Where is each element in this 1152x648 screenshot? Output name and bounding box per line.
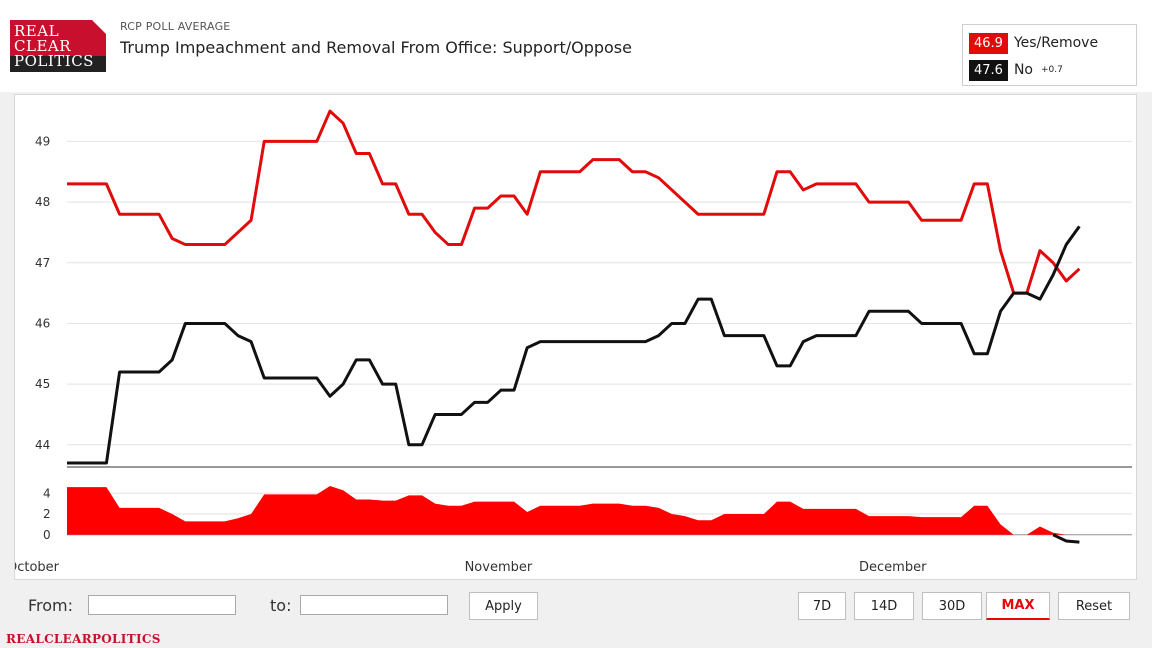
legend-item-yes: 46.9 Yes/Remove [969, 31, 1098, 55]
poll-average-eyebrow: RCP POLL AVERAGE [120, 20, 231, 33]
from-date-input[interactable] [88, 595, 236, 615]
spread-area [67, 486, 1080, 535]
chart-title: Trump Impeachment and Removal From Offic… [120, 38, 632, 57]
spread-tick-label: 2 [43, 507, 51, 521]
spread-tick-label: 4 [43, 486, 51, 500]
x-tick-label-october: October [15, 560, 60, 575]
rcp-logo[interactable]: REAL CLEAR POLITICS [10, 20, 106, 72]
y-tick-label: 46 [35, 316, 50, 330]
legend-label-yes: Yes/Remove [1013, 35, 1099, 51]
range-max-button[interactable]: MAX [986, 592, 1050, 620]
logo-line-2: CLEAR [14, 37, 72, 55]
date-controls: From: to: Apply 7D 14D 30D MAX Reset [14, 586, 1137, 626]
spread-negative-line [1052, 533, 1080, 544]
x-tick-label-december: December [859, 560, 927, 575]
y-tick-label: 48 [35, 195, 50, 209]
logo-line-3: POLITICS [14, 52, 94, 70]
y-tick-label: 47 [35, 256, 50, 270]
footer-brand: REALCLEARPOLITICS [6, 632, 161, 646]
legend-change-no: +0.7 [1041, 65, 1063, 75]
from-label: From: [28, 596, 74, 615]
apply-button[interactable]: Apply [469, 592, 538, 620]
y-tick-label: 44 [35, 438, 50, 452]
logo-line-1: REAL [14, 22, 60, 40]
to-label: to: [270, 596, 292, 615]
reset-button[interactable]: Reset [1058, 592, 1130, 620]
series-line-no [67, 225, 1081, 465]
legend-value-yes: 46.9 [969, 32, 1008, 54]
range-14d-button[interactable]: 14D [854, 592, 914, 620]
range-30d-button[interactable]: 30D [922, 592, 982, 620]
to-date-input[interactable] [300, 595, 448, 615]
legend-value-no: 47.6 [969, 59, 1008, 81]
poll-chart[interactable]: 44 45 46 47 48 49 0 2 4 October November December [15, 95, 1137, 580]
series-line-yes-remove [67, 109, 1081, 295]
spread-tick-label: 0 [43, 528, 51, 542]
y-tick-label: 45 [35, 377, 50, 391]
x-tick-label-november: November [465, 560, 533, 575]
header: REAL CLEAR POLITICS RCP POLL AVERAGE Tru… [0, 0, 1152, 92]
range-7d-button[interactable]: 7D [798, 592, 846, 620]
legend-label-no: No [1013, 62, 1033, 78]
chart-panel[interactable]: 44 45 46 47 48 49 0 2 4 October November December [14, 94, 1137, 580]
legend: 46.9 Yes/Remove 47.6 No +0.7 [962, 24, 1137, 86]
y-tick-label: 49 [35, 134, 50, 148]
legend-item-no: 47.6 No +0.7 [969, 58, 1063, 82]
